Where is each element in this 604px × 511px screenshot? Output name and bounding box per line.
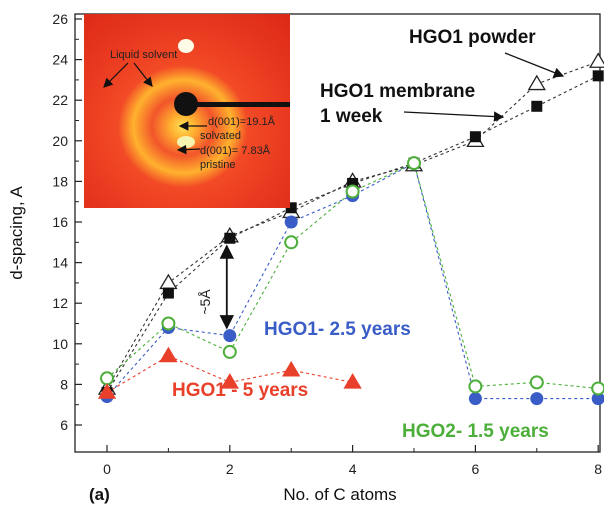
y-tick-label: 10	[52, 336, 68, 352]
label-hgo1-membrane-line1: HGO1 membrane	[320, 81, 475, 102]
inset-beam-center	[174, 92, 198, 116]
y-axis-ticks: 6 8 10 12 14 16 18 20 22 24 26	[52, 11, 82, 433]
data-point-series-3	[222, 344, 237, 359]
y-tick-label: 24	[52, 52, 68, 68]
data-point-series-0	[159, 273, 178, 290]
data-point-series-1	[592, 70, 604, 82]
y-tick-label: 6	[60, 417, 68, 433]
data-point-series-0	[589, 52, 604, 68]
data-point-series-1	[347, 177, 359, 189]
data-point-series-3	[100, 371, 114, 386]
y-tick-label: 22	[52, 92, 68, 108]
data-point-series-3	[345, 184, 360, 199]
x-axis-ticks: 0 2 4 6 8	[103, 445, 602, 477]
data-point-series-3	[161, 316, 176, 331]
x-tick-label: 6	[472, 461, 480, 477]
data-point-series-1	[162, 287, 174, 299]
label-hgo2-1-5-years: HGO2- 1.5 years	[402, 421, 549, 442]
data-point-series-1	[531, 100, 543, 112]
inset-pristine-value: d(001)= 7.83Å	[200, 144, 271, 157]
label-hgo1-2-5-years: HGO1- 2.5 years	[264, 319, 411, 340]
data-point-series-2	[468, 392, 482, 406]
inset-pointer-pristine	[176, 144, 201, 155]
label-hgo1-5-years: HGO1 - 5 years	[172, 380, 308, 401]
data-point-series-4	[343, 373, 362, 389]
label-hgo1-powder: HGO1 powder	[409, 27, 536, 48]
inset-solvated-spot	[178, 39, 194, 53]
label-hgo1-powder-pointer	[504, 52, 565, 78]
inset-pointer-left	[103, 62, 129, 88]
data-point-series-0	[527, 74, 546, 91]
plot-frame	[74, 13, 601, 453]
data-point-series-2	[223, 329, 237, 343]
y-tick-label: 18	[52, 173, 68, 189]
y-tick-label: 12	[52, 295, 68, 311]
y-tick-label: 26	[52, 11, 68, 27]
inset-solvated-label: solvated	[200, 130, 241, 142]
inset-pristine-spot	[177, 136, 195, 148]
y-tick-label: 16	[52, 214, 68, 230]
data-point-series-3	[529, 375, 544, 390]
inset-solvated-value: d(001)=19.1Å	[208, 115, 276, 128]
inset-label-liquid-solvent: Liquid solvent	[110, 49, 177, 61]
x-tick-label: 2	[226, 461, 234, 477]
y-tick-label: 20	[52, 133, 68, 149]
inset-diffraction-image: Liquid solvent d(001)=19.1Å solvated d(0…	[84, 14, 290, 208]
data-point-series-3	[468, 379, 483, 394]
data-point-series-4	[282, 360, 301, 377]
data-point-series-4	[159, 346, 178, 363]
y-tick-label: 14	[52, 255, 68, 271]
data-point-series-1	[469, 131, 481, 143]
inset-beam-stop	[184, 102, 290, 107]
spacing-arrow-annotation: ~5Å	[197, 244, 235, 330]
y-axis-label: d-spacing, A	[7, 186, 26, 280]
x-tick-label: 0	[103, 461, 111, 477]
data-point-series-4	[220, 373, 239, 389]
label-hgo1-membrane-line2: 1 week	[320, 106, 383, 127]
data-point-series-4	[97, 383, 117, 399]
data-point-series-3	[284, 235, 299, 250]
y-tick-label: 8	[60, 376, 68, 392]
data-point-series-1	[285, 202, 297, 214]
label-hgo1-membrane-pointer	[403, 111, 505, 122]
data-point-series-2	[591, 392, 604, 406]
spacing-arrow-label: ~5Å	[197, 289, 213, 315]
data-point-series-1	[224, 232, 236, 244]
panel-label: (a)	[89, 485, 110, 504]
x-axis-label: No. of C atoms	[283, 485, 396, 504]
data-point-series-3	[407, 156, 421, 171]
x-tick-label: 8	[594, 461, 602, 477]
inset-pointer-right	[133, 62, 153, 87]
series-layer	[97, 52, 604, 406]
data-point-series-2	[530, 392, 544, 406]
data-point-series-3	[591, 381, 604, 396]
inset-pristine-label: pristine	[200, 159, 235, 171]
x-tick-label: 4	[349, 461, 357, 477]
series-line-1	[106, 75, 599, 393]
data-point-series-2	[284, 215, 298, 229]
